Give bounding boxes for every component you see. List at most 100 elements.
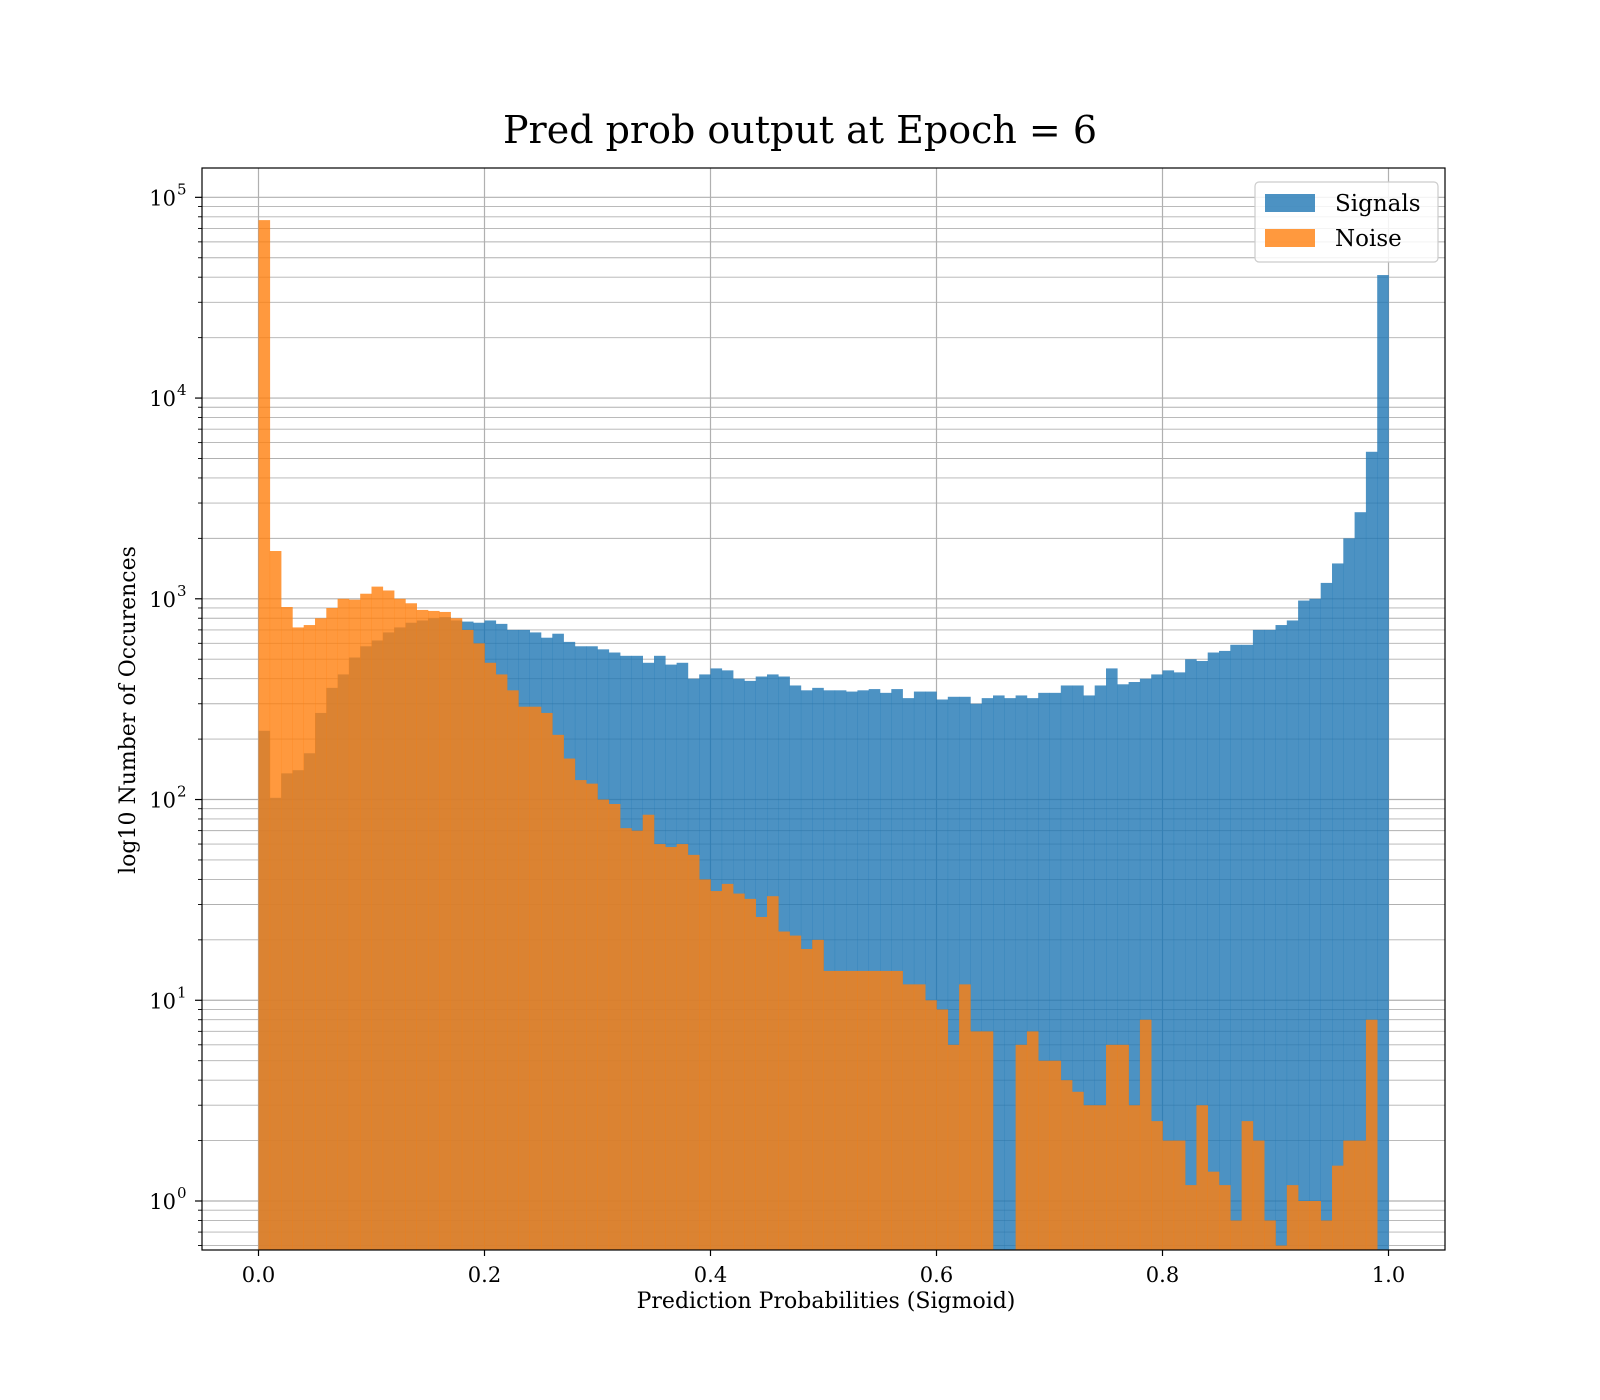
legend-label: Noise: [1335, 226, 1402, 252]
bar: [676, 844, 689, 1250]
bar: [1377, 275, 1389, 1251]
legend-swatch: [1265, 229, 1315, 247]
bar: [631, 830, 643, 1250]
bar: [1128, 682, 1141, 1250]
plot-frame: [201, 167, 1446, 1251]
y-axis-label: log10 Number of Occurences: [116, 546, 141, 874]
bar: [529, 706, 542, 1250]
bar: [382, 590, 395, 1250]
bar: [348, 599, 361, 1250]
legend-swatch: [1265, 194, 1315, 212]
bar: [1207, 652, 1220, 1250]
bar: [1185, 1185, 1197, 1250]
bar: [970, 1031, 982, 1250]
bar: [1343, 538, 1355, 1250]
bar: [1060, 685, 1073, 1250]
bar: [1354, 512, 1367, 1250]
bar: [1230, 1220, 1242, 1250]
bar: [857, 690, 869, 1250]
bar: [1343, 1140, 1355, 1250]
bar: [925, 1000, 937, 1250]
bar: [1298, 1200, 1310, 1250]
x-tick-label: 0.4: [694, 1263, 727, 1287]
bar: [1094, 685, 1107, 1250]
bar: [1320, 1220, 1333, 1250]
bar: [405, 603, 417, 1250]
y-tick-exponent: 5: [177, 180, 187, 198]
bar: [970, 703, 982, 1250]
bar: [902, 984, 915, 1250]
bar: [1219, 1185, 1231, 1250]
bar: [981, 1031, 994, 1250]
chart-title: Pred prob output at Epoch = 6: [503, 108, 1097, 152]
bar: [1196, 1105, 1208, 1250]
bar: [461, 629, 474, 1250]
bar: [518, 706, 530, 1250]
bar: [1298, 600, 1310, 1250]
bar: [902, 698, 915, 1250]
bar: [823, 970, 836, 1250]
bar: [1309, 598, 1321, 1250]
bar: [868, 689, 881, 1250]
bar: [744, 898, 756, 1250]
bar: [1072, 685, 1084, 1250]
bar: [947, 696, 960, 1250]
bar: [450, 618, 463, 1250]
bar: [439, 611, 451, 1250]
bar: [891, 970, 903, 1250]
bar: [1117, 1044, 1129, 1250]
bar: [936, 1009, 949, 1250]
bar: [1151, 674, 1163, 1250]
y-tick-exponent: 2: [177, 783, 187, 801]
bar: [1026, 698, 1039, 1250]
bar: [1026, 1031, 1039, 1250]
bar: [1309, 1200, 1321, 1250]
bar: [1173, 1140, 1186, 1250]
bar: [1332, 563, 1344, 1250]
bar: [1139, 1019, 1152, 1250]
bar: [326, 607, 338, 1250]
bar: [586, 783, 598, 1250]
bar: [1162, 1140, 1175, 1250]
bar: [1015, 1044, 1028, 1250]
bar: [574, 780, 587, 1250]
y-tick-exponent: 3: [177, 582, 187, 600]
bar: [1117, 684, 1129, 1250]
bar: [416, 609, 429, 1250]
bar: [371, 586, 384, 1250]
bar: [1038, 1060, 1050, 1250]
bar: [281, 607, 293, 1250]
bar: [1106, 668, 1118, 1250]
bar: [846, 691, 858, 1250]
y-tick-label: 10: [149, 387, 176, 411]
bar: [654, 844, 666, 1250]
bar: [1264, 629, 1276, 1250]
bar: [360, 593, 372, 1250]
bar: [563, 758, 576, 1250]
bar: [823, 690, 836, 1250]
bar: [834, 970, 847, 1250]
x-axis-ticks: 0.0 0.2 0.4 0.6 0.8 1.0: [242, 1250, 1405, 1287]
bar: [484, 662, 497, 1250]
y-tick-label: 10: [149, 1190, 176, 1214]
bar: [1219, 650, 1231, 1250]
y-tick-exponent: 0: [177, 1184, 187, 1202]
x-tick-label: 0.6: [920, 1263, 953, 1287]
bar: [755, 916, 768, 1250]
x-tick-label: 0.0: [242, 1263, 275, 1287]
bar: [925, 691, 937, 1250]
bar: [620, 828, 632, 1250]
bar: [597, 799, 610, 1250]
bar: [1286, 620, 1299, 1250]
bar: [800, 949, 813, 1250]
bar: [665, 847, 677, 1250]
y-tick-exponent: 4: [177, 381, 187, 399]
x-tick-label: 1.0: [1372, 1263, 1405, 1287]
bar: [507, 690, 519, 1250]
chart-legend: Signals Noise: [1254, 181, 1439, 263]
y-tick-label: 10: [149, 989, 176, 1013]
bar: [891, 689, 903, 1250]
bar: [1162, 670, 1175, 1250]
bar: [959, 696, 971, 1250]
